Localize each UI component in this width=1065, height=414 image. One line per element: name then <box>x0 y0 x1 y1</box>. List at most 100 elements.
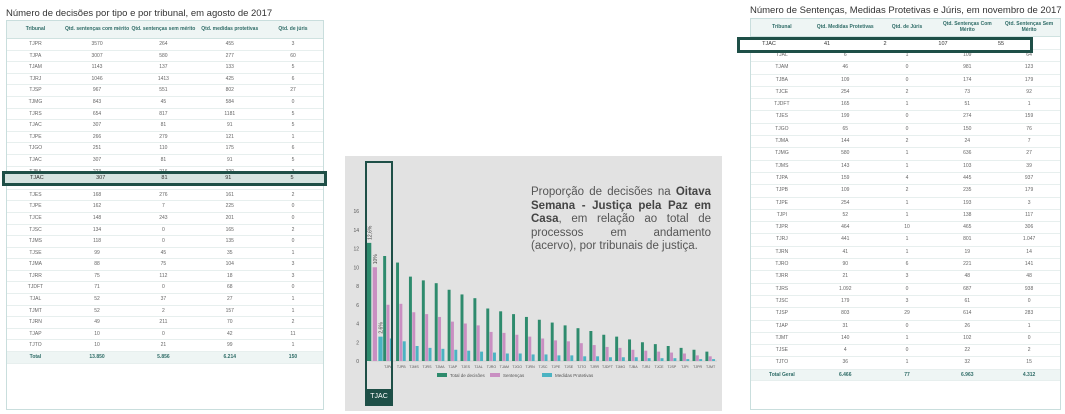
table-cell: 27 <box>262 84 323 97</box>
table-row: TJRR 75 112 18 3 <box>7 270 323 283</box>
table-cell: 3 <box>262 270 323 283</box>
right-tjac-highlight-row[interactable]: TJAC 41 2 107 55 <box>737 37 1033 53</box>
table-cell: 1 <box>262 293 323 306</box>
left-col-header: Qtd. sentenças sem mérito <box>130 21 197 39</box>
x-category-label: TJES <box>461 365 470 369</box>
table-cell: 817 <box>130 108 197 121</box>
table-cell: 137 <box>130 61 197 74</box>
bar-medidas-protetivas <box>505 353 509 361</box>
x-category-label: TJPB <box>397 365 406 369</box>
left-tjac-highlight-row[interactable]: TJAC 307 81 91 5 <box>2 171 327 186</box>
table-cell: 1.092 <box>812 283 878 296</box>
right-sentences-table: Tribunal Qtd. Medidas Protetivas Qtd. de J… <box>751 19 1060 382</box>
table-row: TJTO 10 21 99 1 <box>7 339 323 353</box>
table-cell: 71 <box>63 281 131 295</box>
y-tick-label: 6 <box>356 303 359 309</box>
table-cell: TJPE <box>751 197 813 210</box>
bar-senten-as <box>682 353 686 361</box>
table-cell: 3 <box>262 258 323 271</box>
bar-total-de-decis-es <box>537 319 541 361</box>
table-cell: 274 <box>936 110 999 124</box>
bar-medidas-protetivas <box>686 359 690 361</box>
table-cell: 1 <box>877 147 937 161</box>
table-cell: 967 <box>63 84 131 97</box>
table-cell: 614 <box>936 307 999 321</box>
table-cell: 802 <box>196 84 263 97</box>
table-cell: 1 <box>262 247 323 260</box>
table-cell: 2 <box>998 344 1060 358</box>
bar-senten-as <box>399 303 403 361</box>
table-cell: 201 <box>196 212 263 225</box>
table-row: TJES 168 276 161 2 <box>7 189 323 202</box>
bar-medidas-protetivas <box>402 341 406 361</box>
table-row: TJSC 179 3 61 0 <box>751 295 1060 309</box>
x-category-label: TJMT <box>706 365 716 369</box>
table-row: TJRN 41 1 19 14 <box>751 246 1060 260</box>
bar-total-de-decis-es <box>705 351 709 361</box>
y-tick-label: 8 <box>356 284 359 290</box>
total-cell: 6.963 <box>936 369 999 382</box>
bar-total-de-decis-es <box>653 344 657 361</box>
bar-total-de-decis-es <box>692 349 696 361</box>
table-cell: 141 <box>998 258 1060 272</box>
table-row: TJPA 3007 580 277 60 <box>7 50 323 63</box>
total-cell: 6.466 <box>812 369 878 382</box>
table-cell: 52 <box>63 293 131 306</box>
table-cell: 75 <box>63 270 131 283</box>
bar-total-de-decis-es <box>615 336 619 361</box>
table-cell: 21 <box>130 339 197 353</box>
table-cell: 455 <box>196 38 263 51</box>
bar-senten-as <box>631 349 635 361</box>
bar-total-de-decis-es <box>434 283 438 361</box>
proportion-bar-chart: 0 2 4 6 8 10 12 14 16 12,6% 10% 2,6% TJPA TJPB TJMS TJR… <box>353 209 717 378</box>
legend-swatch <box>490 373 500 377</box>
table-cell: 3 <box>877 270 937 284</box>
table-row: TJAP 10 0 42 11 <box>7 328 323 341</box>
table-cell: 179 <box>812 295 878 309</box>
table-cell: 0 <box>262 235 323 248</box>
table-cell: TJMS <box>751 160 813 173</box>
table-cell: 159 <box>998 110 1060 124</box>
table-row: TJDFT 165 1 51 1 <box>751 98 1060 112</box>
table-row: TJSE 4 0 22 2 <box>751 344 1060 358</box>
table-cell: 0 <box>130 281 197 295</box>
table-cell: 179 <box>998 184 1060 198</box>
bar-medidas-protetivas <box>570 355 574 361</box>
table-row: TJPE 254 1 193 3 <box>751 197 1060 210</box>
table-cell: TJSC <box>7 224 64 237</box>
bar-total-de-decis-es <box>512 314 516 361</box>
bar-senten-as <box>605 346 609 361</box>
x-category-label: TJPA <box>384 365 393 369</box>
bar-medidas-protetivas <box>415 346 419 361</box>
table-cell: 425 <box>196 73 263 86</box>
table-cell: 0 <box>130 328 197 341</box>
x-category-label: TJRR <box>590 365 600 369</box>
table-cell: TJRN <box>751 246 813 260</box>
bar-senten-as <box>566 341 570 361</box>
bar-senten-as <box>438 316 442 361</box>
table-row: TJRJ 1046 1413 425 6 <box>7 73 323 86</box>
table-cell: 7 <box>998 135 1060 149</box>
table-cell: 36 <box>812 356 878 370</box>
bar-medidas-protetivas <box>454 349 458 361</box>
table-cell: 0 <box>877 61 937 75</box>
data-label: 2,6% <box>379 322 385 334</box>
bar-senten-as <box>579 343 583 361</box>
table-cell: 70 <box>196 316 263 329</box>
legend-label: Medidas Protetivas <box>555 373 594 378</box>
table-cell: TJAP <box>751 320 813 333</box>
table-cell: 580 <box>812 147 878 161</box>
table-cell: TJTO <box>751 356 813 370</box>
x-category-label: TJSE <box>564 365 573 369</box>
table-cell: 135 <box>196 235 263 248</box>
x-category-label: TJSP <box>667 365 676 369</box>
bar-total-de-decis-es <box>640 342 644 361</box>
table-row: TJGO 251 110 175 6 <box>7 142 323 155</box>
table-cell: 3 <box>998 197 1060 210</box>
table-row: TJSE 99 45 35 1 <box>7 247 323 260</box>
x-category-label: TJPE <box>551 365 560 369</box>
bar-total-de-decis-es <box>486 308 490 361</box>
bar-total-de-decis-es <box>666 346 670 361</box>
bar-senten-as <box>489 331 493 361</box>
table-cell: 61 <box>936 295 999 309</box>
